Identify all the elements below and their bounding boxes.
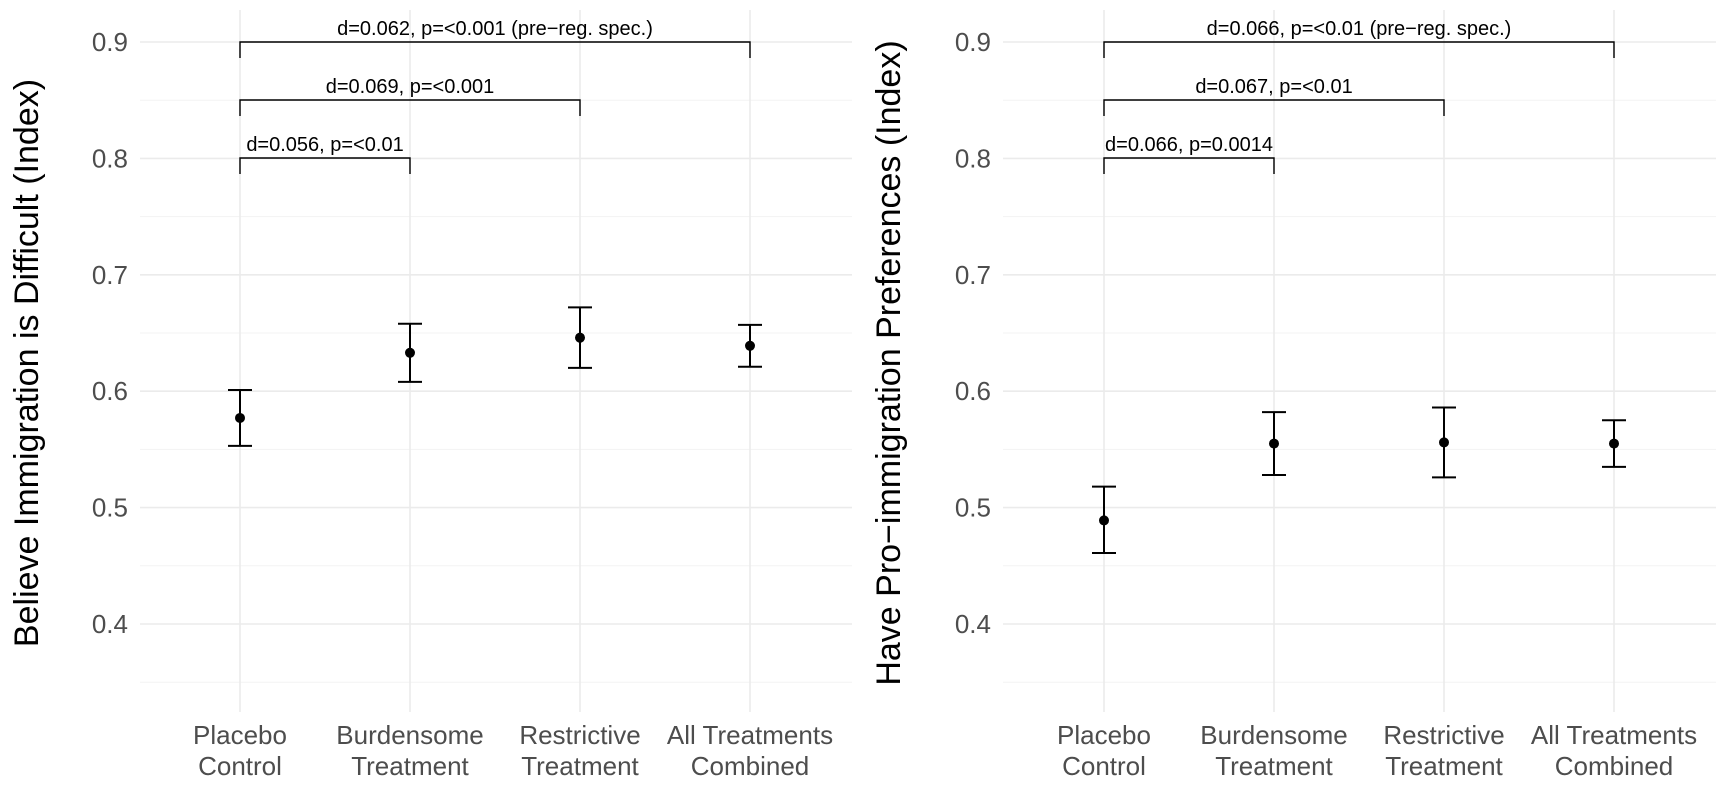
y-tick-label: 0.8 (955, 143, 991, 173)
significance-label: d=0.067, p=<0.01 (1195, 76, 1352, 98)
data-point (405, 347, 415, 358)
x-category-label: Restrictive Treatment (1383, 720, 1504, 781)
y-tick-label: 0.4 (92, 609, 128, 639)
data-point (575, 332, 585, 343)
significance-bracket (239, 157, 411, 174)
x-category-label: All Treatments Combined (1531, 720, 1697, 781)
significance-label: d=0.056, p=<0.01 (246, 134, 403, 156)
y-tick-label: 0.7 (955, 260, 991, 290)
y-tick-label: 0.9 (955, 27, 991, 57)
significance-bracket (1103, 41, 1615, 58)
y-axis-title: Believe Immigration is Difficult (Index) (8, 79, 46, 647)
significance-bracket (239, 99, 581, 116)
significance-label: d=0.066, p=<0.01 (pre−reg. spec.) (1207, 18, 1512, 40)
data-point (1439, 437, 1449, 448)
right-panel: 0.4 0.5 0.6 0.7 0.8 0.9 Placebo Control Burdenso… (870, 10, 1716, 781)
x-category-label: Restrictive Treatment (519, 720, 640, 781)
y-tick-label: 0.4 (955, 609, 991, 639)
data-point (235, 412, 245, 423)
y-tick-label: 0.5 (955, 493, 991, 523)
x-category-label: Burdensome Treatment (336, 720, 483, 781)
y-tick-label: 0.7 (92, 260, 128, 290)
significance-bracket (1103, 157, 1275, 174)
significance-bracket (1103, 99, 1445, 116)
x-category-label: Placebo Control (1057, 720, 1151, 781)
y-tick-label: 0.6 (92, 376, 128, 406)
x-category-label: All Treatments Combined (667, 720, 833, 781)
y-tick-label: 0.5 (92, 493, 128, 523)
data-point (1269, 438, 1279, 449)
data-point (1609, 438, 1619, 449)
y-tick-label: 0.6 (955, 376, 991, 406)
significance-label: d=0.066, p=0.0014 (1105, 134, 1273, 156)
data-point (745, 340, 755, 351)
significance-label: d=0.062, p=<0.001 (pre−reg. spec.) (337, 18, 653, 40)
significance-bracket (239, 41, 751, 58)
y-tick-label: 0.9 (92, 27, 128, 57)
x-category-label: Placebo Control (193, 720, 287, 781)
y-tick-label: 0.8 (92, 143, 128, 173)
significance-label: d=0.069, p=<0.001 (326, 76, 495, 98)
data-point (1099, 515, 1109, 526)
y-axis-title: Have Pro−immigration Preferences (Index) (870, 40, 908, 685)
x-category-label: Burdensome Treatment (1200, 720, 1347, 781)
left-panel: 0.4 0.5 0.6 0.7 0.8 0.9 Placebo Control Burdenso… (8, 10, 852, 781)
